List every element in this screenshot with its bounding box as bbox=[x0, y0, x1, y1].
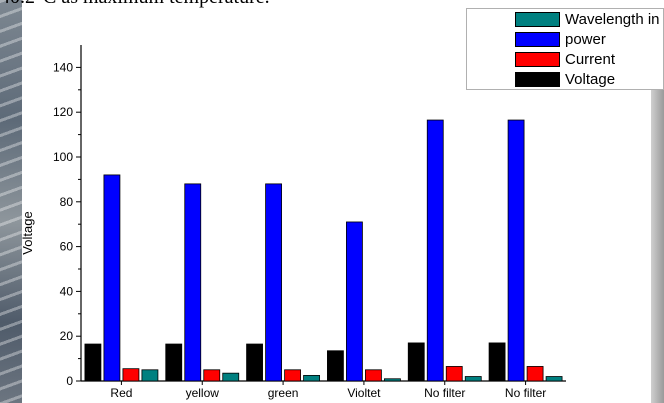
legend-label: Voltage bbox=[565, 71, 616, 88]
legend-swatch bbox=[515, 32, 560, 47]
x-tick-label: green bbox=[268, 386, 299, 400]
y-tick-label: 20 bbox=[60, 329, 74, 343]
plot-area bbox=[81, 45, 566, 381]
background-photo-strip bbox=[0, 0, 22, 403]
bar-voltage-5 bbox=[488, 342, 506, 382]
bar-current-1 bbox=[203, 369, 221, 382]
document-caption: 40.2°C as maximum temperature. bbox=[0, 0, 440, 16]
bar-current-4 bbox=[445, 366, 463, 382]
bar-current-3 bbox=[365, 369, 382, 382]
bar-wavelength-in-nm-5 bbox=[545, 376, 563, 382]
bar-wavelength-in-nm-3 bbox=[384, 378, 401, 382]
legend-item: power bbox=[515, 30, 606, 49]
legend-label: Wavelength in nm bbox=[565, 11, 664, 28]
bar-power-2 bbox=[265, 183, 282, 382]
x-tick-label: yellow bbox=[186, 386, 220, 400]
bar-voltage-2 bbox=[246, 343, 263, 382]
legend-item: Current bbox=[515, 50, 615, 69]
x-tick-label: Red bbox=[110, 386, 132, 400]
x-tick-label: Violtet bbox=[347, 386, 381, 400]
y-tick-label: 80 bbox=[60, 195, 74, 209]
y-tick-label: 100 bbox=[53, 150, 73, 164]
bar-wavelength-in-nm-1 bbox=[222, 372, 240, 382]
legend-item: Wavelength in nm bbox=[515, 10, 664, 29]
y-tick-label: 40 bbox=[60, 284, 74, 298]
y-axis-label: Voltage bbox=[20, 211, 35, 254]
bar-power-0 bbox=[103, 174, 121, 382]
bar-voltage-3 bbox=[327, 350, 344, 382]
bar-wavelength-in-nm-0 bbox=[141, 369, 159, 382]
legend-label: Current bbox=[565, 51, 616, 68]
bar-power-5 bbox=[507, 119, 525, 382]
y-tick-label: 120 bbox=[53, 105, 73, 119]
x-tick-label: No filter bbox=[505, 386, 546, 400]
bar-current-0 bbox=[122, 368, 140, 382]
legend-label: power bbox=[565, 31, 606, 48]
y-tick-label: 0 bbox=[66, 374, 73, 388]
bar-voltage-1 bbox=[165, 343, 183, 382]
y-tick-label: 60 bbox=[60, 240, 74, 254]
bar-voltage-4 bbox=[407, 342, 425, 382]
bar-voltage-0 bbox=[84, 343, 102, 382]
legend-swatch bbox=[515, 12, 560, 27]
bar-current-2 bbox=[284, 369, 301, 382]
bar-current-5 bbox=[526, 366, 544, 382]
legend-swatch bbox=[515, 72, 560, 87]
y-tick-label: 140 bbox=[53, 60, 73, 74]
bar-power-3 bbox=[346, 221, 363, 382]
bar-power-4 bbox=[426, 119, 444, 382]
bar-power-1 bbox=[184, 183, 202, 382]
background-edge-strip bbox=[651, 90, 664, 403]
chart-legend: Wavelength in nm power Current Voltage bbox=[466, 8, 664, 90]
legend-item: Voltage bbox=[515, 70, 615, 89]
bar-wavelength-in-nm-2 bbox=[303, 374, 320, 382]
x-tick-label: No filter bbox=[424, 386, 465, 400]
legend-swatch bbox=[515, 52, 560, 67]
bar-wavelength-in-nm-4 bbox=[464, 376, 482, 382]
